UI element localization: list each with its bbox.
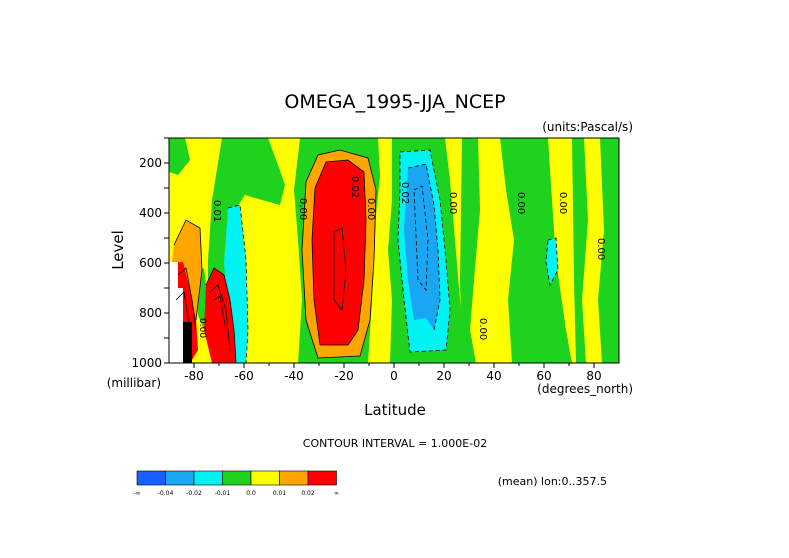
band-negative-weak bbox=[572, 138, 588, 363]
units-label: (units:Pascal/s) bbox=[542, 120, 633, 134]
contour-label: 0.00 bbox=[595, 238, 606, 260]
band-negative-weak bbox=[460, 138, 480, 363]
colorbar-swatch bbox=[193, 470, 223, 486]
contour-label: 0.01 bbox=[211, 200, 222, 222]
chart-title: OMEGA_1995-JJA_NCEP bbox=[284, 91, 505, 113]
contour-interval-text: CONTOUR INTERVAL = 1.000E-02 bbox=[303, 437, 487, 450]
contour-label: 0.00 bbox=[365, 198, 376, 220]
colorbar-swatch bbox=[165, 470, 195, 486]
contour-label: 0.00 bbox=[557, 192, 568, 214]
y-unit-label: (millibar) bbox=[107, 376, 161, 390]
y-tick-label: 1000 bbox=[131, 356, 162, 370]
band-negative-moderate bbox=[546, 238, 558, 285]
contour-label: 0.00 bbox=[515, 192, 526, 214]
contour-label: 0.02 bbox=[349, 176, 360, 198]
x-tick-label: -60 bbox=[234, 369, 254, 383]
x-axis-label: Latitude bbox=[364, 401, 426, 419]
contour-label: 0.02 bbox=[399, 182, 410, 204]
x-tick-label: -40 bbox=[284, 369, 304, 383]
negative-contour-lines bbox=[227, 149, 559, 363]
colorbar-swatch bbox=[222, 470, 252, 486]
terrain-mask-edge bbox=[183, 322, 192, 363]
x-tick-label: -80 bbox=[184, 369, 204, 383]
mean-text: (mean) lon:0..357.5 bbox=[498, 475, 607, 488]
contour-label: 0.00 bbox=[297, 198, 308, 220]
band-negative-strong bbox=[404, 164, 440, 330]
y-tick-label: 800 bbox=[139, 306, 162, 320]
colorbar-swatch bbox=[307, 470, 337, 486]
y-tick-label: 200 bbox=[139, 156, 162, 170]
band-negative-weak bbox=[500, 138, 572, 363]
contour-label: 0.00 bbox=[477, 318, 488, 340]
colorbar-label: -0.04 bbox=[158, 490, 174, 497]
x-tick-label: 20 bbox=[436, 369, 451, 383]
x-tick-label: -20 bbox=[334, 369, 354, 383]
x-unit-label: (degrees_north) bbox=[537, 382, 633, 396]
x-tick-label: 80 bbox=[586, 369, 601, 383]
colorbar-label: -∞ bbox=[133, 490, 140, 497]
y-axis-label: Level bbox=[109, 230, 127, 270]
x-tick-label: 60 bbox=[536, 369, 551, 383]
colorbar-label: ∞ bbox=[334, 490, 339, 497]
colorbar-label: -0.01 bbox=[215, 490, 231, 497]
colorbar-swatch bbox=[250, 470, 280, 486]
band-positive-strong bbox=[312, 160, 366, 345]
contour-lines bbox=[173, 149, 377, 363]
contour-label: 0.00 bbox=[197, 318, 207, 338]
contour-labels: 0.01 0.00 0.02 0.00 0.02 0.00 0.00 0.00 … bbox=[197, 176, 606, 340]
x-axis: -80 -60 -40 -20 0 20 40 60 80 bbox=[184, 363, 602, 383]
colorbar-label: 0.01 bbox=[273, 490, 287, 497]
colorbar-swatch bbox=[279, 470, 309, 486]
colorbar-label: 0.02 bbox=[301, 490, 315, 497]
band-negative-weak bbox=[169, 138, 190, 175]
x-tick-label: 0 bbox=[390, 369, 398, 383]
contour-label: 0.00 bbox=[447, 192, 458, 214]
colorbar-label: -0.02 bbox=[186, 490, 202, 497]
y-tick-label: 600 bbox=[139, 256, 162, 270]
y-axis: 200 400 600 800 1000 bbox=[131, 137, 169, 370]
contour-field bbox=[169, 138, 619, 363]
x-tick-label: 40 bbox=[486, 369, 501, 383]
colorbar-swatch bbox=[136, 470, 166, 486]
y-tick-label: 400 bbox=[139, 206, 162, 220]
colorbar-label: 0.0 bbox=[246, 490, 256, 497]
band-negative-weak bbox=[598, 138, 619, 363]
colorbar-legend: -∞ -0.04 -0.02 -0.01 0.0 0.01 0.02 ∞ bbox=[133, 470, 339, 497]
